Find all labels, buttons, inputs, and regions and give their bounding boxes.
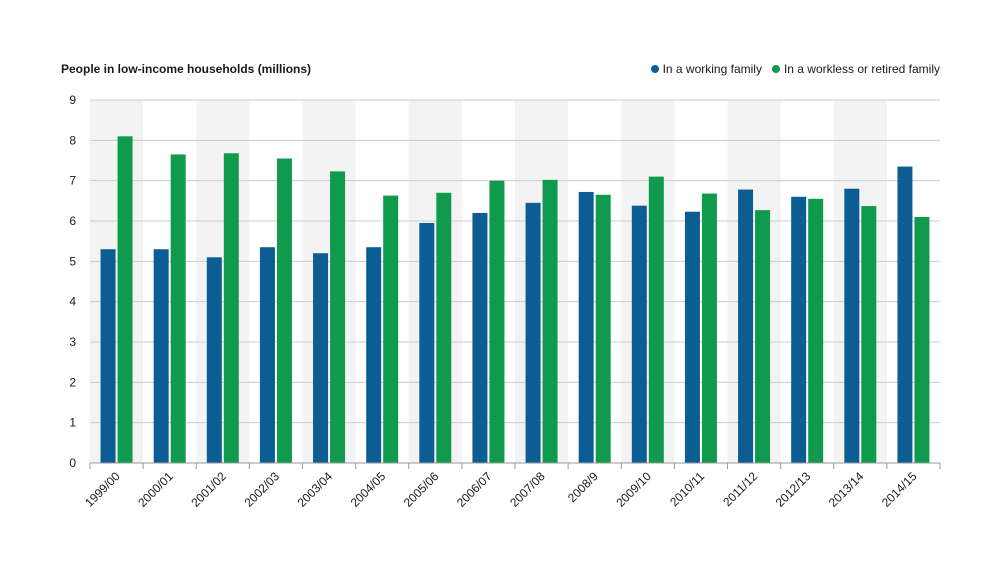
bar-working-family xyxy=(313,253,329,463)
legend-label-workless: In a workless or retired family xyxy=(783,62,940,76)
bar-workless-family xyxy=(648,176,664,463)
bar-workless-family xyxy=(436,192,452,463)
x-tick-label: 2014/15 xyxy=(879,469,920,510)
y-tick-label: 4 xyxy=(69,295,76,309)
y-tick-label: 2 xyxy=(69,375,76,389)
x-tick-label: 2005/06 xyxy=(401,469,442,510)
bar-workless-family xyxy=(276,158,292,463)
bar-working-family xyxy=(419,223,435,463)
bar-workless-family xyxy=(117,136,133,464)
bar-workless-family xyxy=(223,153,239,464)
bar-working-family xyxy=(631,205,647,463)
bar-workless-family xyxy=(489,180,505,463)
bar-working-family xyxy=(472,212,488,463)
bar-working-family xyxy=(525,202,541,463)
category-band xyxy=(727,100,781,463)
category-band xyxy=(408,100,462,463)
bar-working-family xyxy=(366,247,382,463)
bar-workless-family xyxy=(914,216,930,463)
x-tick-label: 2004/05 xyxy=(348,469,389,510)
chart-title: People in low-income households (million… xyxy=(61,62,312,76)
x-tick-label: 2007/08 xyxy=(507,469,548,510)
category-band xyxy=(515,100,569,463)
legend-marker-workless xyxy=(771,65,780,73)
bar-workless-family xyxy=(330,171,346,463)
y-tick-label: 1 xyxy=(69,416,76,430)
category-band xyxy=(196,100,250,463)
category-band xyxy=(621,100,675,463)
y-tick-label: 3 xyxy=(69,335,76,349)
bar-working-family xyxy=(897,166,913,464)
x-tick-label: 2009/10 xyxy=(613,469,654,510)
y-tick-label: 8 xyxy=(69,133,76,147)
bar-working-family xyxy=(100,249,116,463)
x-tick-label: 2000/01 xyxy=(135,469,176,510)
legend-item-workless: In a workless or retired family xyxy=(771,62,940,76)
bar-workless-family xyxy=(170,154,186,463)
x-tick-label: 2012/13 xyxy=(773,469,814,510)
bar-working-family xyxy=(844,188,860,463)
bar-working-family xyxy=(153,249,169,463)
y-tick-label: 9 xyxy=(69,93,76,107)
bar-workless-family xyxy=(808,198,824,464)
bar-workless-family xyxy=(383,195,399,463)
x-tick-label: 2010/11 xyxy=(667,469,707,509)
bar-working-family xyxy=(578,191,594,463)
x-tick-label: 2013/14 xyxy=(826,469,867,510)
bar-working-family xyxy=(684,211,700,463)
category-band xyxy=(90,100,144,463)
x-tick-label: 2011/12 xyxy=(720,469,760,509)
bar-working-family xyxy=(738,189,754,464)
x-tick-label: 1999/00 xyxy=(82,469,123,510)
legend-item-working: In a working family xyxy=(650,62,762,76)
x-tick-label: 2002/03 xyxy=(241,469,282,510)
bar-working-family xyxy=(259,247,275,463)
x-tick-label: 2008/9 xyxy=(565,469,601,505)
y-tick-label: 0 xyxy=(69,456,76,470)
bar-workless-family xyxy=(542,179,558,464)
bar-working-family xyxy=(206,257,222,463)
category-band xyxy=(833,100,887,463)
legend-label-working: In a working family xyxy=(662,62,762,76)
legend-marker-working xyxy=(650,65,659,73)
bar-workless-family xyxy=(701,193,717,463)
y-tick-label: 7 xyxy=(69,174,76,188)
y-tick-label: 6 xyxy=(69,214,76,228)
bar-working-family xyxy=(791,196,807,464)
bar-workless-family xyxy=(755,210,771,463)
bar-workless-family xyxy=(861,206,877,463)
chart-legend: In a working family In a workless or ret… xyxy=(650,62,940,76)
y-tick-label: 5 xyxy=(69,254,76,268)
x-tick-label: 2001/02 xyxy=(188,469,229,510)
x-tick-label: 2003/04 xyxy=(295,469,336,510)
category-band xyxy=(302,100,356,463)
x-tick-label: 2006/07 xyxy=(454,469,495,510)
bar-workless-family xyxy=(595,194,611,464)
